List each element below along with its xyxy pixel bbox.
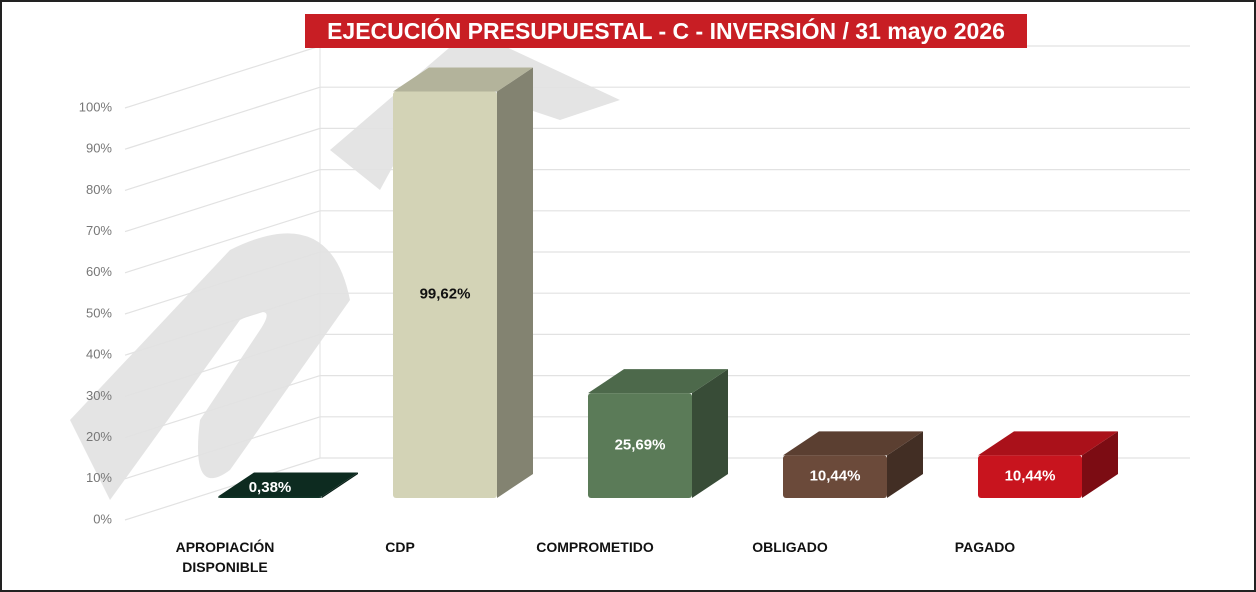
value-label: 10,44% bbox=[1005, 468, 1056, 485]
value-label: 0,38% bbox=[249, 479, 292, 496]
y-tick-label: 0% bbox=[93, 511, 112, 526]
chart: 0% 10% 20% 30% 40% 50% 60% 70% 80% 90% 100% 0,38% 99… bbox=[0, 0, 1256, 592]
x-tick-label: COMPROMETIDO bbox=[520, 537, 670, 557]
y-tick-label: 80% bbox=[86, 182, 112, 197]
y-tick-label: 30% bbox=[86, 388, 112, 403]
y-tick-label: 20% bbox=[86, 429, 112, 444]
y-tick-label: 40% bbox=[86, 347, 112, 362]
y-tick-label: 70% bbox=[86, 223, 112, 238]
bar bbox=[218, 496, 322, 498]
chart-title: EJECUCIÓN PRESUPUESTAL - C - INVERSIÓN /… bbox=[305, 14, 1027, 48]
value-label: 10,44% bbox=[810, 468, 861, 485]
value-label: 25,69% bbox=[615, 437, 666, 454]
x-tick-label: APROPIACIÓN DISPONIBLE bbox=[170, 537, 280, 577]
value-label: 99,62% bbox=[420, 286, 471, 303]
bar-side bbox=[497, 68, 533, 498]
x-tick-label: CDP bbox=[325, 537, 475, 557]
y-tick-label: 100% bbox=[79, 99, 113, 114]
y-tick-label: 90% bbox=[86, 141, 112, 156]
chart-canvas: 0% 10% 20% 30% 40% 50% 60% 70% 80% 90% 100% 0,38% 99… bbox=[0, 0, 1256, 592]
y-tick-label: 10% bbox=[86, 470, 112, 485]
y-tick-label: 50% bbox=[86, 305, 112, 320]
x-tick-label: OBLIGADO bbox=[715, 537, 865, 557]
x-tick-label: PAGADO bbox=[910, 537, 1060, 557]
y-tick-label: 60% bbox=[86, 264, 112, 279]
